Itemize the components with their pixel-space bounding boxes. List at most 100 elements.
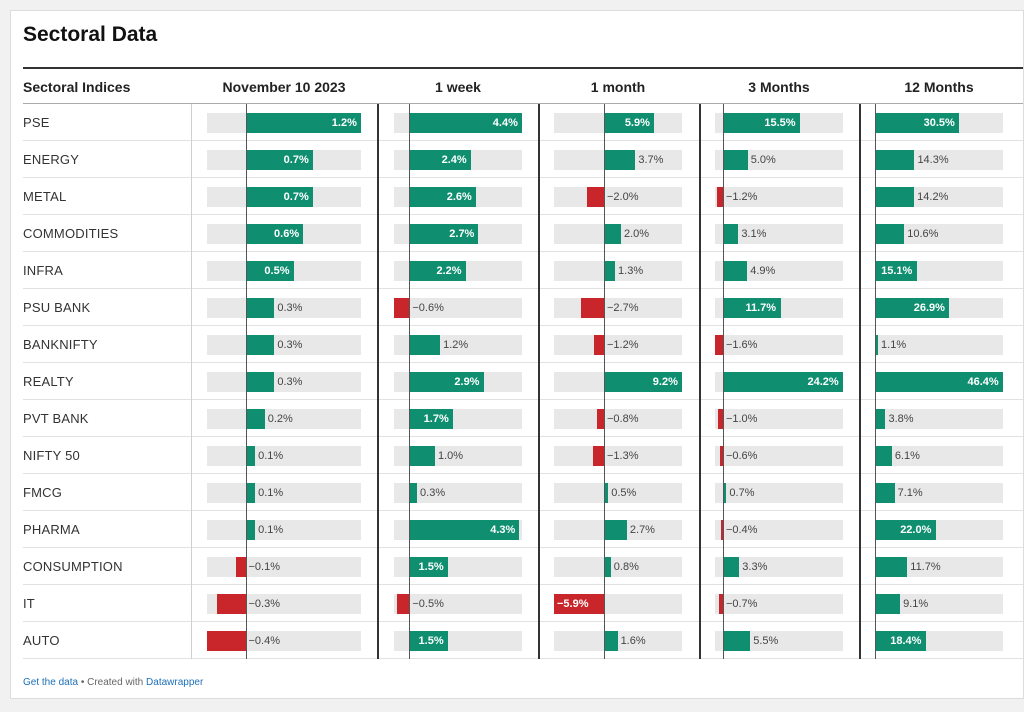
zero-line [409, 178, 411, 215]
bar [722, 113, 800, 133]
bar-track: −0.6% [715, 446, 843, 466]
value-label: 1.6% [620, 635, 646, 647]
value-label: 6.1% [894, 450, 920, 462]
column-separator [699, 104, 701, 659]
row-label: PSE [23, 115, 50, 130]
bar-track: 15.1% [875, 261, 1003, 281]
bar [875, 483, 895, 503]
value-label: 2.0% [623, 228, 650, 240]
bar [604, 631, 618, 651]
bar [409, 150, 471, 170]
zero-line [245, 548, 247, 585]
value-label: 0.7% [283, 191, 309, 203]
value-label: 1.7% [423, 413, 449, 425]
value-label: 2.7% [629, 524, 655, 536]
table-row: BANKNIFTY 0.3% 1.2% −1.2% −1.6% 1.1% [23, 326, 1023, 363]
bar [245, 261, 294, 281]
bar [722, 372, 843, 392]
bar [716, 187, 723, 207]
value-label: −0.4% [725, 524, 758, 536]
bar-track: 0.5% [554, 483, 682, 503]
header-top-rule [23, 67, 1023, 69]
bar-track: 2.0% [554, 224, 682, 244]
zero-line [604, 437, 605, 474]
bar [409, 224, 479, 244]
bar-track: −0.7% [715, 594, 843, 614]
bar [722, 557, 740, 577]
value-label: 4.3% [490, 524, 516, 536]
datawrapper-link[interactable]: Datawrapper [146, 677, 204, 688]
zero-line [875, 585, 876, 622]
value-label: 5.9% [624, 117, 650, 129]
bar-track: 1.2% [394, 335, 522, 355]
bar-track: 2.6% [394, 187, 522, 207]
zero-line [409, 326, 411, 363]
bar [720, 520, 723, 540]
zero-line [245, 511, 247, 548]
zero-line [875, 437, 876, 474]
bar-track: −0.3% [207, 594, 361, 614]
zero-line [409, 548, 411, 585]
bar [875, 520, 936, 540]
bar [409, 113, 522, 133]
get-data-link[interactable]: Get the data [23, 677, 79, 688]
zero-line [409, 585, 411, 622]
value-label: 3.7% [638, 154, 664, 166]
zero-line [245, 252, 247, 289]
zero-line [722, 289, 724, 326]
value-label: 15.1% [881, 265, 913, 277]
bar [722, 261, 748, 281]
bar-track: 1.3% [554, 261, 682, 281]
bar-track: −0.4% [207, 631, 361, 651]
value-label: 0.7% [283, 154, 309, 166]
bar [245, 224, 304, 244]
bar [587, 187, 604, 207]
bar [409, 557, 448, 577]
bar-track: 0.8% [554, 557, 682, 577]
value-label: −0.7% [725, 598, 758, 610]
row-label: PVT BANK [23, 411, 89, 426]
zero-line [722, 141, 724, 178]
value-label: 0.7% [729, 487, 755, 499]
bar [875, 298, 950, 318]
bar [245, 298, 275, 318]
value-label: 3.1% [741, 228, 767, 240]
zero-line [409, 437, 411, 474]
bar-track: −1.2% [554, 335, 682, 355]
zero-line [875, 178, 876, 215]
bar [719, 594, 723, 614]
bar [719, 446, 723, 466]
value-label: −5.9% [557, 598, 589, 610]
bar-track: 3.7% [554, 150, 682, 170]
bar [592, 446, 604, 466]
value-label: 2.2% [436, 265, 462, 277]
bar [245, 409, 265, 429]
bar-track: 0.6% [207, 224, 361, 244]
zero-line [409, 622, 411, 659]
value-label: 0.5% [611, 487, 637, 499]
bar-track: 1.6% [554, 631, 682, 651]
bar-track: 11.7% [875, 557, 1003, 577]
bar [875, 187, 915, 207]
zero-line [722, 548, 724, 585]
bar-track: 1.2% [207, 113, 361, 133]
bar-track: 9.2% [554, 372, 682, 392]
column-separator [859, 104, 861, 659]
row-label: COMMODITIES [23, 226, 119, 241]
column-header: 1 month [590, 79, 646, 95]
bar-track: −0.6% [394, 298, 522, 318]
bar-track: 1.5% [394, 631, 522, 651]
bar [409, 483, 418, 503]
column-header: 12 Months [904, 79, 974, 95]
bar-track: 2.4% [394, 150, 522, 170]
value-label: 4.4% [492, 117, 518, 129]
zero-line [245, 104, 247, 141]
zero-line [604, 178, 605, 215]
bar-track: 9.1% [875, 594, 1003, 614]
value-label: 3.3% [742, 561, 768, 573]
bar [554, 594, 604, 614]
zero-line [245, 400, 247, 437]
table-row: ENERGY 0.7% 2.4% 3.7% 5.0% 14.3% [23, 141, 1023, 178]
zero-line [604, 252, 605, 289]
value-label: 1.0% [437, 450, 464, 462]
